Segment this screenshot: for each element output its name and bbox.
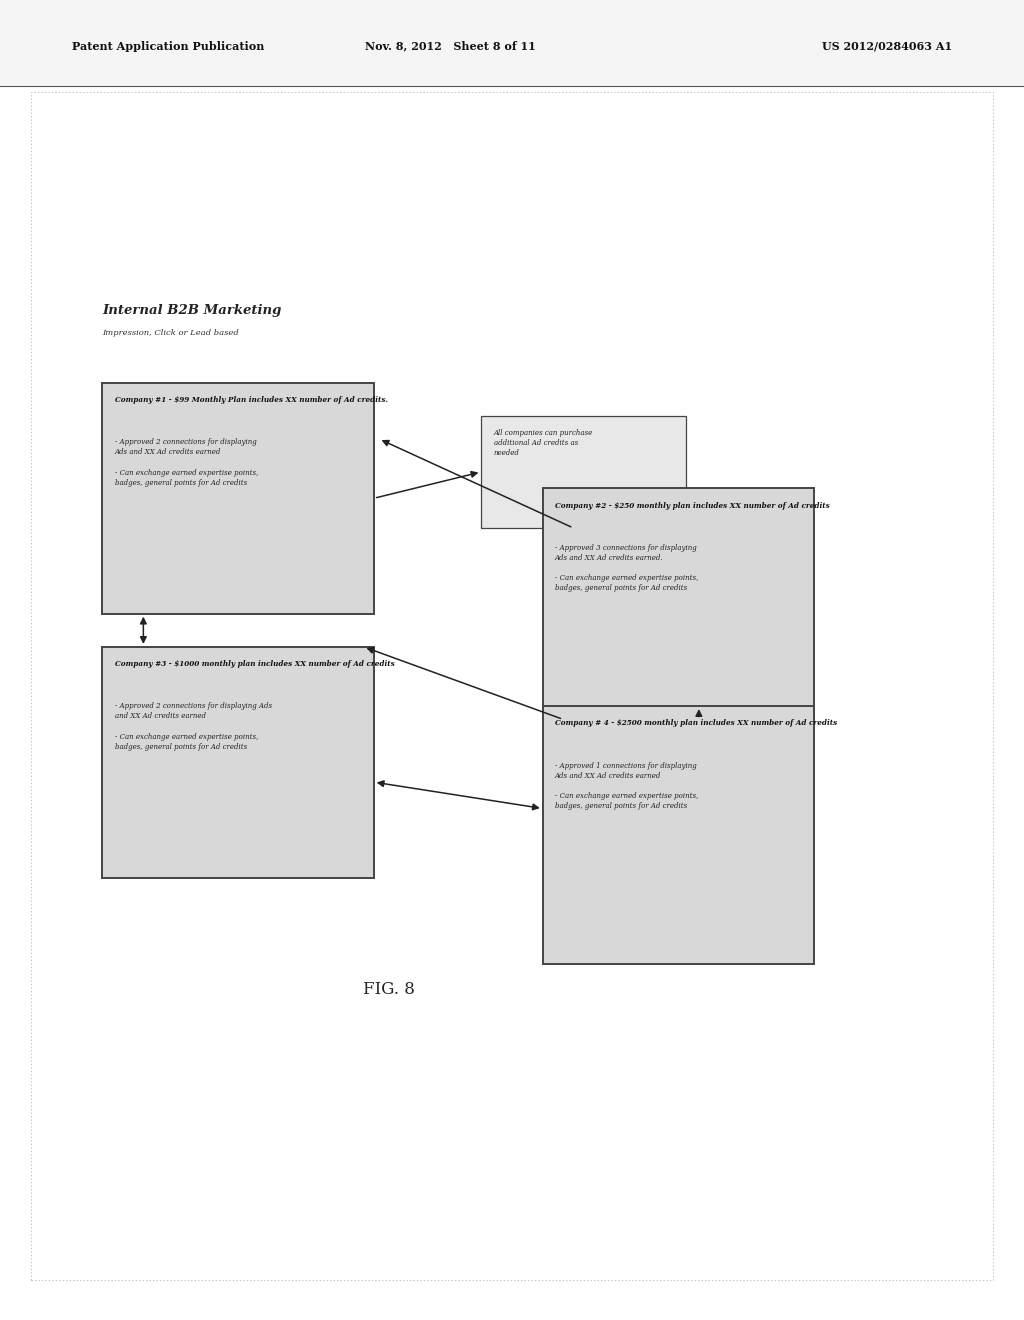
Text: Nov. 8, 2012   Sheet 8 of 11: Nov. 8, 2012 Sheet 8 of 11 [366, 41, 536, 51]
Text: Patent Application Publication: Patent Application Publication [72, 41, 264, 51]
Text: US 2012/0284063 A1: US 2012/0284063 A1 [822, 41, 952, 51]
Text: Company #1 - $99 Monthly Plan includes XX number of Ad credits.: Company #1 - $99 Monthly Plan includes X… [115, 396, 388, 404]
Bar [0, 0, 1024, 86]
Text: Impression, Click or Lead based: Impression, Click or Lead based [102, 329, 240, 337]
Text: All companies can purchase
additional Ad credits as
needed: All companies can purchase additional Ad… [494, 429, 593, 457]
Bar [543, 488, 814, 719]
Text: - Approved 1 connections for displaying
Ads and XX Ad credits earned

- Can exch: - Approved 1 connections for displaying … [555, 762, 698, 810]
Text: - Approved 3 connections for displaying
Ads and XX Ad credits earned.

- Can exc: - Approved 3 connections for displaying … [555, 544, 698, 593]
Bar [102, 647, 374, 878]
Text: - Approved 2 connections for displaying
Ads and XX Ad credits earned

- Can exch: - Approved 2 connections for displaying … [115, 438, 258, 487]
Bar [481, 416, 686, 528]
Text: FIG. 8: FIG. 8 [364, 982, 415, 998]
Bar [102, 383, 374, 614]
Text: Company #3 - $1000 monthly plan includes XX number of Ad credits: Company #3 - $1000 monthly plan includes… [115, 660, 394, 668]
Text: Internal B2B Marketing: Internal B2B Marketing [102, 304, 282, 317]
Text: - Approved 2 connections for displaying Ads
and XX Ad credits earned

- Can exch: - Approved 2 connections for displaying … [115, 702, 271, 751]
Text: Company #2 - $250 monthly plan includes XX number of Ad credits: Company #2 - $250 monthly plan includes … [555, 502, 829, 510]
Text: Company # 4 - $2500 monthly plan includes XX number of Ad credits: Company # 4 - $2500 monthly plan include… [555, 719, 838, 727]
Bar [543, 706, 814, 964]
